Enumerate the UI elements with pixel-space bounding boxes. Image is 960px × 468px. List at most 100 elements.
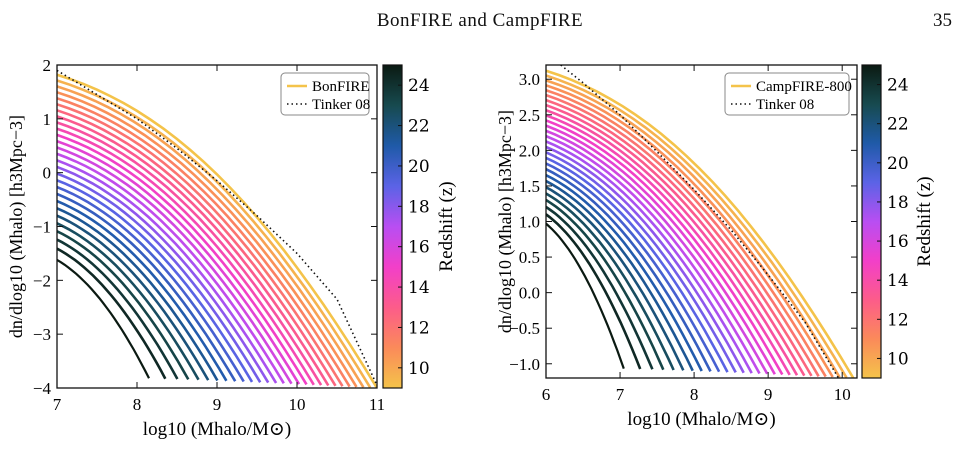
series-line	[57, 247, 167, 380]
x-ticks: 6 7 8 9 10	[542, 65, 851, 404]
y-tick-label: 1	[43, 110, 52, 129]
series-line	[57, 207, 219, 382]
series-line	[57, 103, 344, 387]
series-line	[546, 168, 712, 372]
x-tick-label: 10	[289, 395, 306, 414]
x-ticks: 7 8 9 10 11	[53, 65, 385, 414]
series-line	[57, 152, 285, 384]
colorbar-tick-label: 20	[887, 154, 909, 174]
legend-label-sim: CampFIRE-800	[756, 79, 852, 95]
tinker08-line	[57, 69, 377, 386]
x-tick-label: 8	[690, 385, 699, 404]
x-tick-label: 10	[834, 385, 851, 404]
colorbar-tick-label: 24	[887, 76, 909, 96]
colorbar-tick-label: 22	[408, 117, 430, 137]
hmf-curves	[57, 73, 377, 388]
series-line	[546, 173, 703, 372]
series-line	[57, 133, 308, 386]
y-tick-label: 3.0	[519, 70, 540, 89]
colorbar-tick-label: 14	[408, 278, 430, 298]
series-line	[57, 185, 245, 383]
series-line	[57, 258, 150, 379]
y-tick-label: 1.0	[519, 213, 540, 232]
series-line	[546, 192, 675, 371]
series-line	[546, 222, 625, 369]
series-line	[57, 73, 377, 388]
y-tick-label: −2	[33, 271, 51, 290]
y-ticks: −4 −3 −2 −1 0 1 2	[33, 56, 377, 398]
y-tick-label: −1	[33, 218, 51, 237]
y-tick-label: 2.5	[519, 106, 540, 125]
colorbar-tick-label: 18	[887, 193, 909, 213]
series-line	[57, 79, 372, 388]
series-line	[57, 230, 190, 381]
legend-box	[280, 72, 370, 116]
legend: CampFIRE-800 Tinker 08	[724, 72, 852, 116]
x-axis-label: log10 (Mhalo/M⊙)	[143, 419, 291, 440]
colorbar-tick-label: 18	[408, 197, 430, 217]
running-head: BonFIRE and CampFIRE	[376, 10, 584, 31]
series-line	[546, 103, 806, 377]
y-axis-label: dn/dlog10 (Mhalo) [h3Mpc−3]	[6, 115, 27, 338]
series-line	[57, 172, 262, 383]
y-tick-label: −3	[33, 325, 51, 344]
page-number: 35	[933, 10, 952, 31]
x-tick-label: 9	[764, 385, 773, 404]
y-tick-label: −0.5	[509, 319, 540, 338]
y-ticks: −1.0 −0.5 0.0 0.5 1.0 1.5 2.0 2.5 3.0	[509, 70, 857, 374]
colorbar-tick-label: 14	[887, 271, 909, 291]
legend-label-sim: BonFIRE	[312, 79, 370, 95]
series-line	[546, 186, 685, 371]
x-tick-label: 9	[213, 395, 222, 414]
x-tick-label: 6	[542, 385, 551, 404]
series-line	[546, 151, 737, 374]
series-line	[546, 198, 665, 371]
series-line	[546, 79, 841, 378]
colorbar-gradient	[382, 64, 403, 389]
series-line	[546, 156, 729, 373]
series-line	[57, 238, 179, 380]
series-line	[546, 162, 721, 373]
series-line	[57, 97, 351, 388]
series-line	[546, 74, 848, 378]
series-line	[57, 199, 228, 382]
series-line	[57, 222, 200, 381]
colorbar-tick-label: 22	[887, 115, 909, 135]
y-tick-label: 2.0	[519, 141, 540, 160]
legend-label-tinker: Tinker 08	[756, 97, 814, 113]
series-line	[546, 114, 791, 376]
colorbar-tick-label: 16	[887, 232, 909, 252]
x-tick-label: 7	[616, 385, 625, 404]
series-line	[57, 85, 365, 388]
colorbar: 10 12 14 16 18 20 22 24 Redshift (z)	[382, 64, 457, 389]
series-line	[546, 119, 784, 376]
y-tick-label: 0	[43, 164, 52, 183]
colorbar-tick-label: 10	[408, 359, 430, 379]
series-line	[546, 129, 769, 375]
y-tick-label: 0.0	[519, 284, 540, 303]
colorbar-tick-label: 16	[408, 238, 430, 258]
legend-label-tinker: Tinker 08	[312, 97, 370, 113]
series-line	[546, 205, 654, 370]
colorbar: 10 12 14 16 18 20 22 24 Redshift (z)	[861, 64, 935, 379]
colorbar-tick-label: 12	[408, 318, 430, 338]
series-line	[57, 139, 301, 385]
colorbar-gradient	[861, 64, 882, 379]
series-line	[57, 115, 330, 387]
panel-right: 6 7 8 9 10 −1.0 −0.5 0.0 0.5 1.0 1.5 2.0 2.5 3.0 log10…	[495, 64, 935, 430]
series-line	[546, 140, 753, 374]
legend: BonFIRE Tinker 08	[280, 72, 370, 116]
series-line	[546, 69, 855, 378]
series-line	[57, 109, 337, 387]
series-line	[546, 93, 820, 377]
colorbar-tick-label: 24	[408, 76, 430, 96]
series-line	[546, 98, 813, 377]
series-line	[546, 108, 799, 376]
series-line	[546, 134, 761, 375]
colorbar-tick-label: 10	[887, 349, 909, 369]
series-line	[546, 145, 745, 374]
y-axis-label: dn/dlog10 (Mhalo) [h3Mpc−3]	[495, 110, 516, 333]
colorbar-tick-label: 20	[408, 157, 430, 177]
